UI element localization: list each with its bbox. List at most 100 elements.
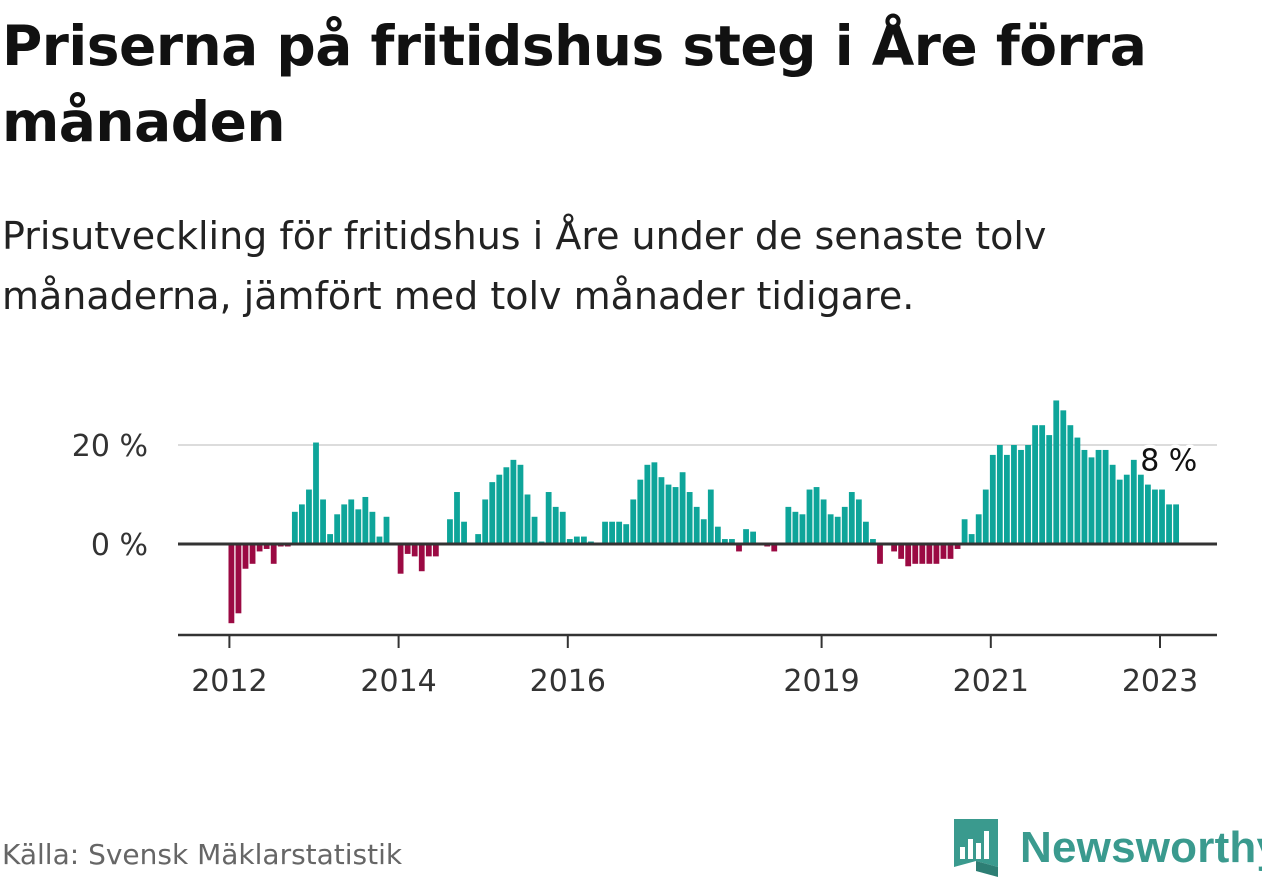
bar (235, 544, 242, 614)
newsworthy-logo[interactable]: Newsworthy (950, 818, 1262, 878)
bar (1166, 504, 1172, 544)
bar (482, 499, 489, 544)
bar (700, 519, 707, 544)
bar (848, 492, 855, 545)
bar (1102, 449, 1109, 544)
bar (1032, 425, 1038, 544)
bar (989, 454, 996, 544)
bar (496, 474, 503, 544)
bar-chart: 0 % 20 % 2012 2014 2016 2019 2021 2023 8 % (72, 400, 1217, 699)
bar (609, 521, 615, 544)
bar (1173, 504, 1179, 544)
x-tick-label: 2012 (191, 664, 267, 699)
bar (686, 492, 693, 545)
bar (313, 442, 319, 544)
bar (672, 487, 679, 544)
bar (841, 506, 848, 545)
bar (827, 514, 834, 544)
bar (1159, 489, 1165, 544)
bar (630, 499, 637, 544)
bar (447, 519, 453, 544)
bar (743, 529, 749, 544)
bar (1067, 425, 1074, 544)
bar (581, 536, 587, 544)
y-tick-label: 0 % (91, 528, 148, 563)
x-tick-label: 2016 (530, 664, 606, 699)
bar (968, 534, 975, 544)
bar (722, 539, 728, 544)
bar (947, 544, 954, 559)
bar (461, 521, 467, 544)
bar (242, 544, 249, 569)
bar (707, 489, 714, 544)
last-value-label-group: 8 % (1137, 440, 1201, 482)
bar (813, 487, 820, 544)
bar (1152, 489, 1158, 544)
bar (425, 544, 432, 557)
bar (1060, 410, 1067, 544)
brand-name: Newsworthy (1020, 823, 1262, 872)
bar (799, 514, 806, 544)
newsworthy-logo-icon (954, 819, 998, 877)
bar (517, 464, 524, 544)
bar (1074, 437, 1081, 544)
bar (475, 534, 482, 544)
bar (736, 544, 742, 552)
bar (729, 539, 735, 544)
bar (1123, 474, 1130, 544)
bar (651, 462, 658, 544)
bars (228, 400, 1179, 624)
bar (637, 479, 644, 544)
bar (256, 544, 263, 552)
bar (616, 521, 623, 544)
bar (806, 489, 813, 544)
bar (404, 544, 411, 554)
bar (891, 544, 897, 552)
bar (341, 504, 348, 544)
bar (750, 531, 756, 545)
bar (1130, 459, 1137, 544)
bar (320, 499, 326, 544)
bar (870, 539, 876, 544)
bar (785, 506, 792, 545)
bar (996, 445, 1003, 544)
bar (383, 516, 390, 545)
bar (291, 511, 298, 544)
bar (566, 539, 573, 544)
bar (362, 496, 369, 544)
bar (249, 544, 256, 564)
bar (355, 509, 362, 544)
bar (270, 544, 277, 564)
bar (1046, 435, 1053, 544)
bar (1081, 449, 1088, 544)
x-tick-label: 2021 (953, 664, 1029, 699)
chart-title: Priserna på fritidshus steg i Åre förra … (2, 14, 1147, 154)
bar (665, 484, 672, 544)
bar (334, 514, 341, 544)
source-note: Källa: Svensk Mäklarstatistik (2, 838, 403, 871)
bar (954, 544, 961, 549)
bar (1053, 400, 1060, 544)
bar (1137, 474, 1144, 544)
bar (327, 534, 333, 544)
bar (933, 544, 940, 564)
bar (376, 536, 383, 544)
bar (1004, 454, 1010, 544)
bar (898, 544, 905, 559)
bar (714, 526, 721, 544)
x-axis: 2012 2014 2016 2019 2021 2023 (178, 633, 1217, 699)
bar (1116, 479, 1123, 544)
bar (905, 544, 912, 567)
bar (602, 521, 608, 544)
bar (545, 492, 552, 545)
bar (573, 536, 580, 544)
bar (926, 544, 933, 564)
bar (454, 492, 460, 545)
bar (524, 494, 531, 544)
bar (1109, 464, 1116, 544)
x-tick-label: 2014 (360, 664, 436, 699)
bar (411, 544, 418, 557)
bar (644, 464, 651, 544)
bar (834, 516, 841, 545)
bar (397, 544, 404, 574)
